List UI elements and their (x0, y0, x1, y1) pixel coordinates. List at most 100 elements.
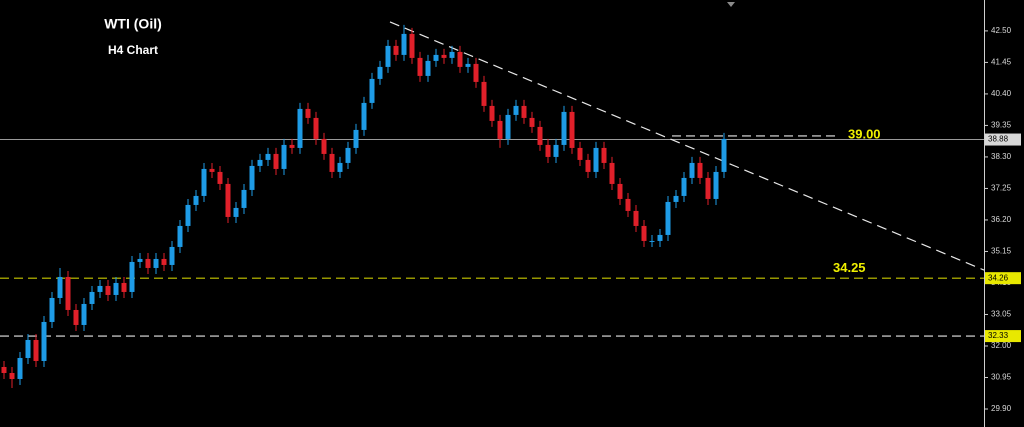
candle-body (257, 159, 263, 166)
candle-body (553, 144, 559, 157)
candle-body (689, 162, 695, 178)
price-label: 32.33 (988, 331, 1009, 340)
candle-body (513, 105, 519, 115)
candle-body (593, 147, 599, 172)
candle-body (161, 258, 167, 265)
y-tick-label: 40.40 (991, 89, 1012, 98)
y-tick-label: 38.30 (991, 152, 1012, 161)
y-tick-label: 36.20 (991, 215, 1012, 224)
y-tick-label: 41.45 (991, 58, 1012, 67)
candle-body (633, 210, 639, 226)
price-label: 34.26 (988, 273, 1009, 282)
y-tick-label: 33.05 (991, 310, 1012, 319)
candle-body (449, 51, 455, 58)
candle-body (121, 282, 127, 292)
y-tick-label: 30.95 (991, 373, 1012, 382)
y-tick-label: 35.15 (991, 247, 1012, 256)
candle-body (97, 285, 103, 292)
candle-body (657, 234, 663, 241)
chart-subtitle: H4 Chart (108, 43, 158, 57)
y-tick-label: 42.50 (991, 26, 1012, 35)
price-label-box (985, 330, 1021, 343)
y-tick-label: 37.25 (991, 184, 1012, 193)
candle-body (481, 81, 487, 106)
candle-body (241, 189, 247, 208)
candle-body (561, 111, 567, 145)
candle-body (249, 165, 255, 190)
candle-body (641, 225, 647, 241)
annotation-label: 39.00 (848, 126, 881, 141)
candle-body (281, 144, 287, 169)
candle-body (569, 111, 575, 148)
candle-body (617, 183, 623, 199)
candle-body (81, 303, 87, 325)
chart-title: WTI (Oil) (104, 16, 162, 32)
candle-body (289, 144, 295, 148)
candle-body (297, 108, 303, 148)
candle-body (201, 168, 207, 196)
y-tick-label: 39.35 (991, 121, 1012, 130)
candle-body (585, 159, 591, 172)
candle-body (353, 129, 359, 148)
candle-body (649, 240, 655, 242)
candle-body (465, 63, 471, 67)
annotation-label: 34.25 (833, 260, 866, 275)
candle-body (393, 45, 399, 55)
candle-body (265, 153, 271, 160)
candle-body (1, 366, 7, 373)
candle-body (137, 258, 143, 262)
candle-body (65, 276, 71, 310)
shift-marker (727, 2, 735, 7)
trendline (389, 21, 985, 271)
candle-body (177, 225, 183, 247)
candle-body (489, 105, 495, 121)
candle-body (673, 195, 679, 202)
candle-body (129, 261, 135, 292)
candle-body (409, 33, 415, 58)
candle-body (185, 204, 191, 226)
candle-body (473, 63, 479, 82)
candle-body (577, 147, 583, 160)
candle-body (41, 321, 47, 361)
candle-body (601, 147, 607, 163)
candle-body (401, 33, 407, 55)
candle-body (505, 114, 511, 139)
candle-body (273, 153, 279, 169)
candle-body (625, 198, 631, 211)
candle-body (329, 153, 335, 172)
y-tick-label: 29.90 (991, 404, 1012, 413)
candle-body (385, 45, 391, 67)
candle-body (521, 105, 527, 118)
candle-body (705, 177, 711, 199)
candle-body (73, 309, 79, 325)
candle-body (209, 168, 215, 172)
candle-body (529, 117, 535, 127)
candle-body (713, 171, 719, 199)
candle-body (57, 276, 63, 298)
candle-body (457, 51, 463, 67)
candle-body (233, 207, 239, 217)
candle-body (313, 117, 319, 139)
candle-body (9, 372, 15, 379)
candle-body (433, 54, 439, 61)
candle-body (169, 246, 175, 265)
candle-body (153, 258, 159, 268)
candle-body (89, 291, 95, 304)
candle-body (497, 120, 503, 139)
candle-body (225, 183, 231, 217)
candle-body (25, 339, 31, 358)
candle-body (537, 126, 543, 145)
y-tick-label: 32.00 (991, 341, 1012, 350)
candle-body (345, 147, 351, 163)
candle-body (665, 201, 671, 235)
price-label: 38.88 (988, 135, 1009, 144)
candle-body (321, 138, 327, 154)
candle-body (721, 138, 727, 172)
candle-body (697, 162, 703, 178)
candle-body (377, 66, 383, 79)
candle-body (441, 54, 447, 58)
candle-body (217, 171, 223, 184)
